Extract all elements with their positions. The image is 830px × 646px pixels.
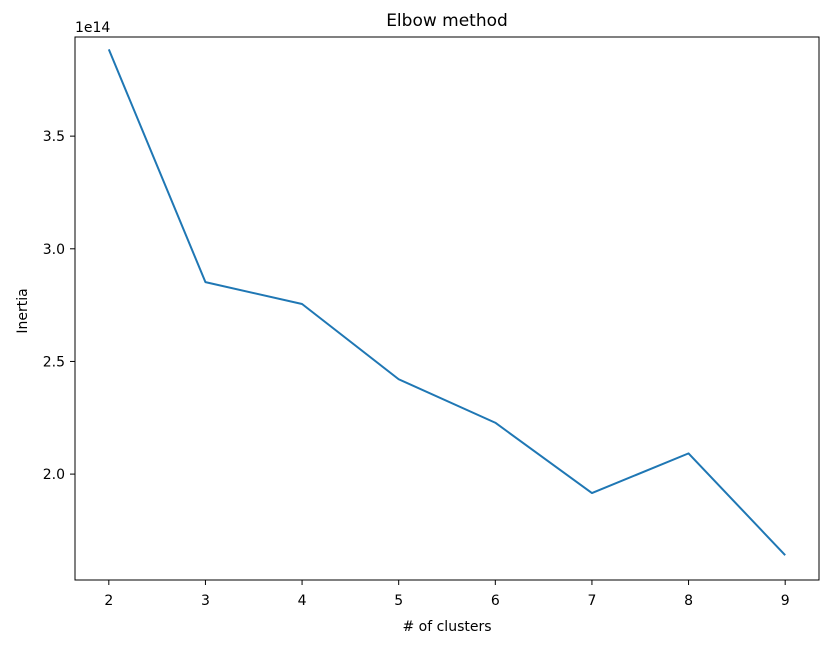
y-tick-label: 3.0 bbox=[43, 242, 65, 258]
axes-frame bbox=[74, 36, 820, 581]
x-tick-label: 2 bbox=[104, 593, 113, 609]
x-tick-label: 6 bbox=[491, 593, 500, 609]
chart-title: Elbow method bbox=[386, 11, 508, 31]
y-tick-label: 2.0 bbox=[43, 467, 65, 483]
x-tick-label: 5 bbox=[394, 593, 403, 609]
y-axis-ticks: 2.0 2.5 3.0 3.5 bbox=[43, 129, 75, 483]
x-tick-label: 8 bbox=[684, 593, 693, 609]
y-axis-multiplier: 1e14 bbox=[75, 20, 110, 36]
plot-area: 2 3 4 5 6 7 8 9 2.0 2.5 3.0 3.5 bbox=[43, 36, 820, 609]
y-axis-label: Inertia bbox=[15, 288, 31, 333]
x-tick-label: 9 bbox=[781, 593, 790, 609]
inertia-series-line bbox=[107, 49, 786, 556]
x-tick-label: 4 bbox=[298, 593, 307, 609]
y-tick-label: 3.5 bbox=[43, 129, 65, 145]
x-tick-label: 7 bbox=[587, 593, 596, 609]
x-axis-ticks: 2 3 4 5 6 7 8 9 bbox=[104, 580, 790, 609]
x-tick-label: 3 bbox=[201, 593, 210, 609]
y-tick-label: 2.5 bbox=[43, 354, 65, 370]
x-axis-label: # of clusters bbox=[402, 619, 491, 635]
